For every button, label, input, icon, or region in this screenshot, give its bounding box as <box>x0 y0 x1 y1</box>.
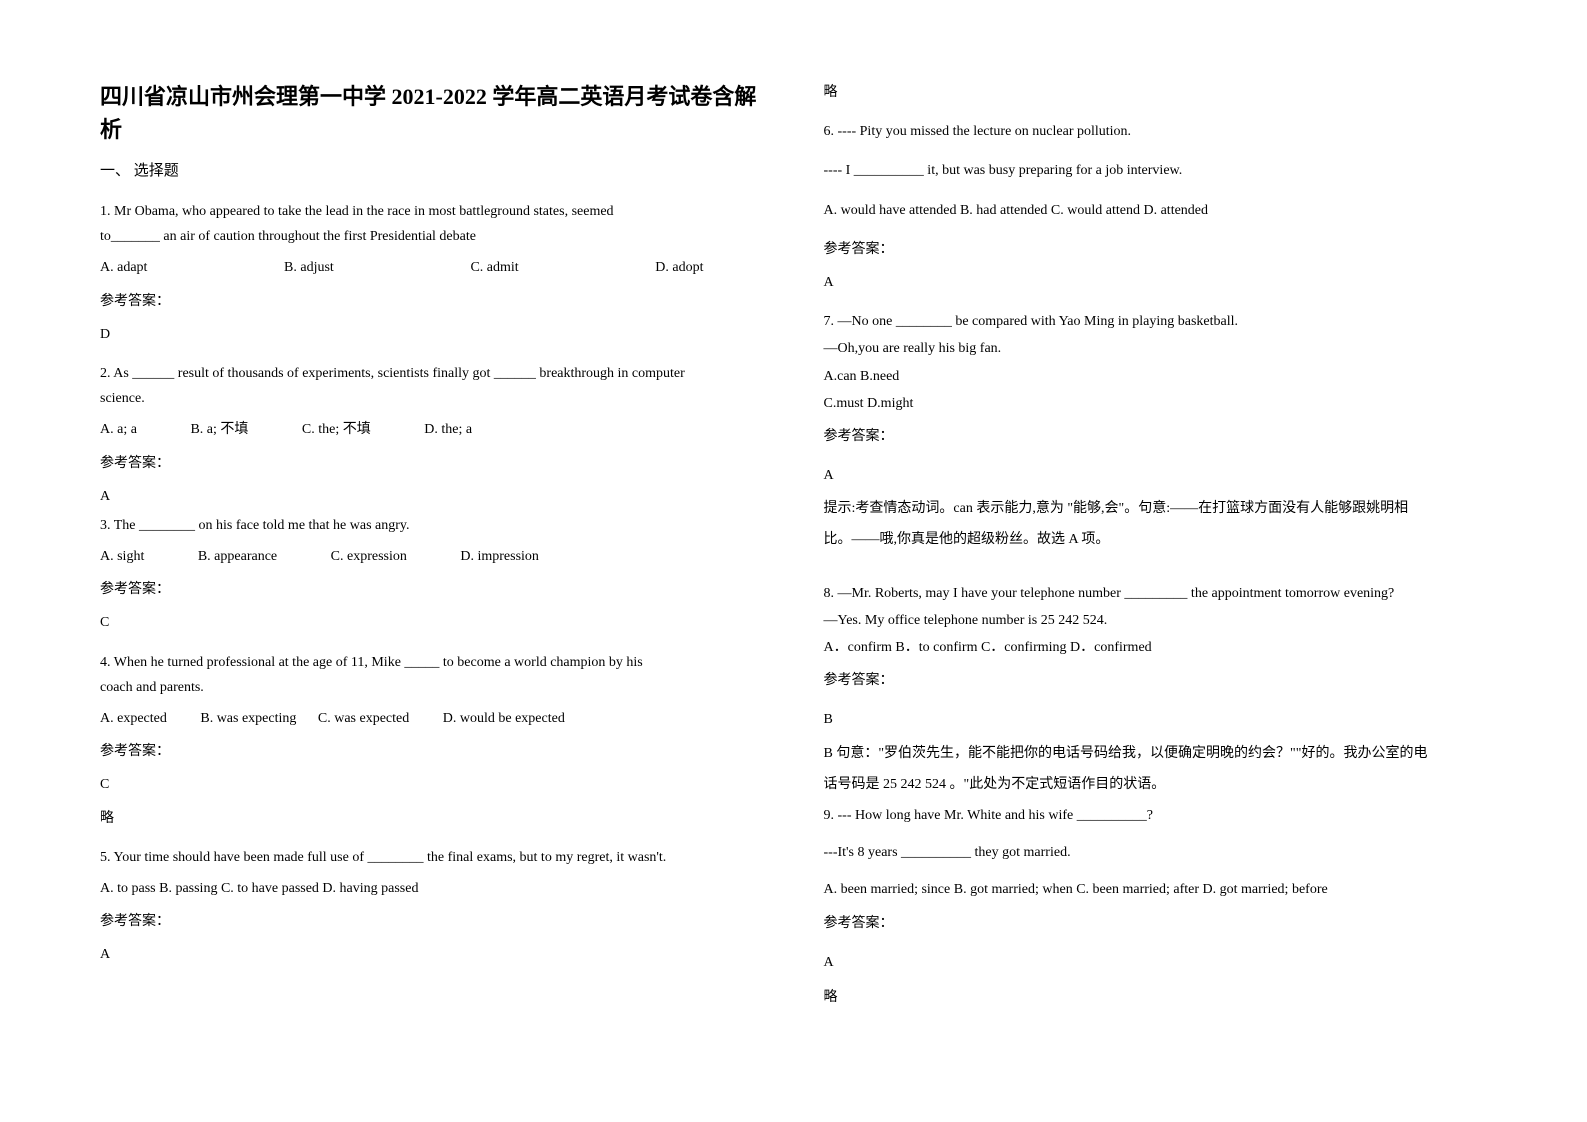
answer-value: A <box>100 484 764 509</box>
option-c: C. the; 不填 <box>302 422 371 437</box>
answer-value: A <box>824 950 1488 975</box>
question-9: 9. --- How long have Mr. White and his w… <box>824 803 1488 903</box>
question-6: 6. ---- Pity you missed the lecture on n… <box>824 119 1488 144</box>
question-1-options: A. adapt B. adjust C. admit D. adopt <box>100 255 764 280</box>
answer-label: 参考答案： <box>824 424 1488 449</box>
question-stem: 8. —Mr. Roberts, may I have your telepho… <box>824 581 1488 606</box>
omit-text: 略 <box>100 806 764 831</box>
option-c: C. admit <box>470 255 518 280</box>
option-d: D. impression <box>460 549 539 564</box>
question-stem: —Yes. My office telephone number is 25 2… <box>824 608 1488 633</box>
question-6-cont: ---- I __________ it, but was busy prepa… <box>824 158 1488 183</box>
answer-label: 参考答案： <box>100 739 764 764</box>
option-a: A. a; a <box>100 422 137 437</box>
question-2-options: A. a; a B. a; 不填 C. the; 不填 D. the; a <box>100 417 764 442</box>
question-stem: 9. --- How long have Mr. White and his w… <box>824 803 1488 828</box>
answer-value: C <box>100 772 764 797</box>
question-3-options: A. sight B. appearance C. expression D. … <box>100 544 764 569</box>
question-stem: ---- I __________ it, but was busy prepa… <box>824 158 1488 183</box>
question-stem: 2. As ______ result of thousands of expe… <box>100 361 764 386</box>
answer-label: 参考答案： <box>100 909 764 934</box>
question-stem: 7. —No one ________ be compared with Yao… <box>824 309 1488 334</box>
explanation: 话号码是 25 242 524 。"此处为不定式短语作目的状语。 <box>824 772 1488 797</box>
question-3: 3. The ________ on his face told me that… <box>100 513 764 538</box>
explanation: B 句意："罗伯茨先生，能不能把你的电话号码给我，以便确定明晚的约会？""好的。… <box>824 741 1488 766</box>
option-b: B. was expecting <box>200 711 296 726</box>
question-5: 5. Your time should have been made full … <box>100 845 764 870</box>
question-6-options: A. would have attended B. had attended C… <box>824 198 1488 223</box>
option-d: D. the; a <box>424 422 472 437</box>
answer-value: B <box>824 707 1488 732</box>
question-stem: 1. Mr Obama, who appeared to take the le… <box>100 199 764 224</box>
omit-text: 略 <box>824 80 1488 105</box>
option-b: B. appearance <box>198 549 277 564</box>
question-stem: 4. When he turned professional at the ag… <box>100 650 764 675</box>
left-column: 四川省凉山市州会理第一中学 2021-2022 学年高二英语月考试卷含解析 一、… <box>100 80 764 1042</box>
question-stem: to_______ an air of caution throughout t… <box>100 224 764 249</box>
question-stem: 3. The ________ on his face told me that… <box>100 513 764 538</box>
omit-text: 略 <box>824 985 1488 1010</box>
option-a: A. adapt <box>100 255 147 280</box>
option-d: D. adopt <box>655 255 703 280</box>
option-line: A.can B.need <box>824 364 1488 389</box>
question-4-options: A. expected B. was expecting C. was expe… <box>100 706 764 731</box>
question-8: 8. —Mr. Roberts, may I have your telepho… <box>824 581 1488 661</box>
option-c: C. was expected <box>318 711 409 726</box>
answer-value: C <box>100 610 764 635</box>
answer-label: 参考答案： <box>824 237 1488 262</box>
question-stem: ---It's 8 years __________ they got marr… <box>824 840 1488 865</box>
answer-label: 参考答案： <box>824 911 1488 936</box>
question-options: A．confirm B．to confirm C．confirming D．co… <box>824 635 1488 660</box>
document-title: 四川省凉山市州会理第一中学 2021-2022 学年高二英语月考试卷含解析 <box>100 80 764 146</box>
option-c: C. expression <box>331 549 407 564</box>
option-a: A. sight <box>100 549 144 564</box>
right-column: 略 6. ---- Pity you missed the lecture on… <box>824 80 1488 1042</box>
question-options: A. been married; since B. got married; w… <box>824 877 1488 902</box>
question-stem: 5. Your time should have been made full … <box>100 845 764 870</box>
question-stem: —Oh,you are really his big fan. <box>824 336 1488 361</box>
answer-value: A <box>824 270 1488 295</box>
question-stem: coach and parents. <box>100 675 764 700</box>
section-heading: 一、 选择题 <box>100 158 764 185</box>
option-a: A. expected <box>100 711 167 726</box>
option-d: D. would be expected <box>443 711 565 726</box>
option-line: C.must D.might <box>824 391 1488 416</box>
question-5-options: A. to pass B. passing C. to have passed … <box>100 876 764 901</box>
answer-value: A <box>100 942 764 967</box>
question-1: 1. Mr Obama, who appeared to take the le… <box>100 199 764 249</box>
explanation: 比。——哦,你真是他的超级粉丝。故选 A 项。 <box>824 527 1488 552</box>
question-4: 4. When he turned professional at the ag… <box>100 650 764 700</box>
explanation: 提示:考查情态动词。can 表示能力,意为 "能够,会"。句意:——在打篮球方面… <box>824 496 1488 521</box>
answer-value: D <box>100 322 764 347</box>
question-stem: science. <box>100 386 764 411</box>
question-7: 7. —No one ________ be compared with Yao… <box>824 309 1488 416</box>
option-b: B. a; 不填 <box>190 422 248 437</box>
answer-label: 参考答案： <box>100 289 764 314</box>
answer-value: A <box>824 463 1488 488</box>
option-b: B. adjust <box>284 255 334 280</box>
answer-label: 参考答案： <box>100 451 764 476</box>
answer-label: 参考答案： <box>824 668 1488 693</box>
question-stem: 6. ---- Pity you missed the lecture on n… <box>824 119 1488 144</box>
answer-label: 参考答案： <box>100 577 764 602</box>
question-2: 2. As ______ result of thousands of expe… <box>100 361 764 411</box>
